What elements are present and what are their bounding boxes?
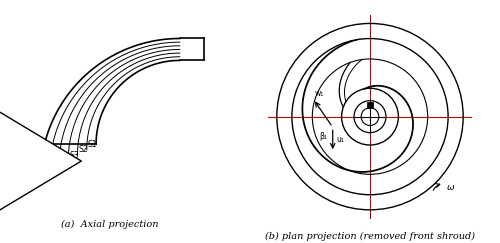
Text: S5: S5 [50,162,60,171]
Text: β₁: β₁ [320,132,328,141]
Text: w₁: w₁ [315,89,324,98]
Text: S4: S4 [60,157,70,166]
Text: (b) plan projection (removed front shroud): (b) plan projection (removed front shrou… [265,232,475,241]
Text: S3: S3 [69,151,79,160]
Text: S1: S1 [88,140,98,149]
Text: u₁: u₁ [336,135,344,144]
Text: S2: S2 [78,145,88,154]
Text: (a)  Axial projection: (a) Axial projection [62,220,159,229]
Text: ω: ω [447,183,454,192]
Bar [367,103,373,108]
